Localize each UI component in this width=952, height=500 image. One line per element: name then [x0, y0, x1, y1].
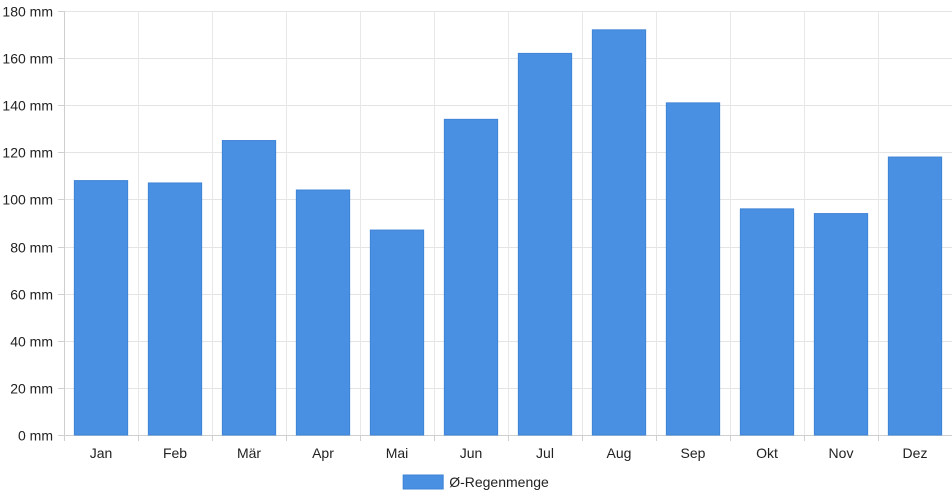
x-tick-label: Mai	[386, 445, 409, 461]
bar-aug[interactable]	[591, 29, 647, 436]
y-tick-label: 120 mm	[2, 145, 53, 161]
y-tick-label: 60 mm	[10, 287, 53, 303]
bar-jun[interactable]	[443, 118, 499, 436]
bars	[73, 29, 943, 436]
y-tick-label: 20 mm	[10, 381, 53, 397]
y-axis-tick-labels: 0 mm 20 mm 40 mm 60 mm 80 mm 100 mm 120 mm 140 …	[2, 4, 53, 444]
bar-jan[interactable]	[73, 180, 129, 436]
y-tick-label: 100 mm	[2, 192, 53, 208]
axes	[58, 11, 952, 441]
x-tick-label: Aug	[607, 445, 632, 461]
y-tick-label: 140 mm	[2, 98, 53, 114]
x-tick-label: Nov	[829, 445, 854, 461]
y-tick-label: 180 mm	[2, 4, 53, 20]
bar-mär[interactable]	[221, 140, 277, 436]
x-tick-label: Jan	[90, 445, 113, 461]
bar-okt[interactable]	[739, 208, 795, 436]
bar-mai[interactable]	[369, 229, 425, 436]
x-tick-label: Jun	[460, 445, 483, 461]
x-axis-tick-labels: Jan Feb Mär Apr Mai Jun Jul Aug Sep Okt Nov Dez	[90, 445, 928, 461]
legend-label: Ø-Regenmenge	[449, 474, 549, 490]
bar-jul[interactable]	[517, 52, 573, 436]
grid-lines	[64, 11, 952, 435]
y-tick-label: 40 mm	[10, 334, 53, 350]
x-tick-label: Apr	[312, 445, 334, 461]
legend-swatch	[402, 474, 444, 490]
x-tick-label: Jul	[536, 445, 554, 461]
y-tick-label: 80 mm	[10, 240, 53, 256]
y-tick-label: 160 mm	[2, 51, 53, 67]
x-tick-label: Feb	[163, 445, 187, 461]
bar-nov[interactable]	[813, 213, 869, 436]
bar-apr[interactable]	[295, 189, 351, 436]
x-tick-label: Mär	[237, 445, 261, 461]
x-tick-label: Okt	[756, 445, 778, 461]
x-tick-label: Sep	[681, 445, 706, 461]
legend[interactable]: Ø-Regenmenge	[402, 474, 549, 490]
bar-feb[interactable]	[147, 182, 203, 436]
x-tick-label: Dez	[903, 445, 928, 461]
bar-sep[interactable]	[665, 102, 721, 436]
y-tick-label: 0 mm	[18, 428, 53, 444]
bar-dez[interactable]	[887, 156, 943, 436]
